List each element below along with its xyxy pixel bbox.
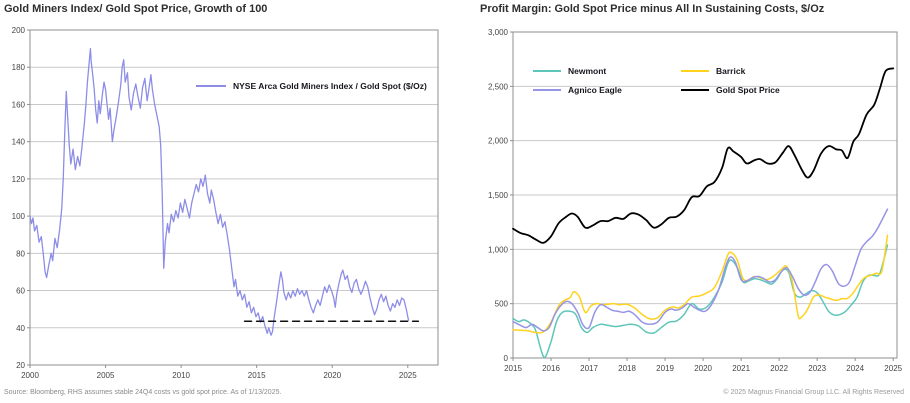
y-axis-labels: 0 500 1,000 1,500 2,000 2,500 3,000 — [488, 28, 509, 363]
legend-item-gdx-gold-ratio: NYSE Arca Gold Miners Index / Gold Spot … — [196, 81, 427, 91]
svg-text:1,500: 1,500 — [488, 191, 509, 200]
series-lines — [512, 67, 895, 359]
x-axis-labels: 2015 2016 2017 2018 2019 2020 2021 2022 2023 2024… — [504, 364, 903, 373]
chart-profit-margin: Profit Margin: Gold Spot Price minus All… — [455, 0, 910, 403]
svg-text:2,500: 2,500 — [488, 82, 509, 91]
legend-line-sample-newmont — [533, 70, 561, 72]
legend-gold-miners-ratio: NYSE Arca Gold Miners Index / Gold Spot … — [193, 80, 430, 92]
svg-text:2020: 2020 — [323, 371, 341, 380]
svg-text:1,000: 1,000 — [488, 245, 509, 254]
svg-text:2020: 2020 — [694, 364, 712, 373]
svg-text:200: 200 — [12, 26, 26, 35]
x-axis-labels: 2000 2005 2010 2015 2020 2025 — [21, 371, 417, 380]
svg-text:80: 80 — [16, 249, 25, 258]
svg-text:120: 120 — [12, 175, 26, 184]
source-note: Source: Bloomberg, RHS assumes stable 24… — [4, 389, 282, 396]
legend-label-barrick: Barrick — [716, 66, 746, 76]
svg-text:2021: 2021 — [732, 364, 750, 373]
legend-label-agnico-eagle: Agnico Eagle — [568, 85, 622, 95]
series-lines — [29, 47, 420, 336]
series-barrick — [512, 234, 889, 334]
legend-label-gold-spot: Gold Spot Price — [716, 85, 780, 95]
svg-text:2024: 2024 — [846, 364, 864, 373]
svg-text:3,000: 3,000 — [488, 28, 509, 37]
legend-item-newmont: Newmont — [533, 66, 675, 76]
plot-border — [29, 29, 439, 366]
gold-miners-ratio-plot: 2000 2005 2010 2015 2020 2025 20 40 60 80 100 120 14… — [12, 26, 439, 380]
svg-text:2019: 2019 — [656, 364, 674, 373]
chart-title-gold-miners-ratio: Gold Miners Index/ Gold Spot Price, Grow… — [4, 3, 268, 15]
svg-text:2023: 2023 — [808, 364, 826, 373]
gridlines — [30, 66, 438, 329]
svg-text:140: 140 — [12, 138, 26, 147]
legend-profit-margin: Newmont Barrick Agnico Eagle Gold Spot P… — [533, 66, 780, 95]
svg-text:40: 40 — [16, 324, 25, 333]
svg-text:2015: 2015 — [504, 364, 522, 373]
svg-text:2017: 2017 — [580, 364, 598, 373]
svg-text:180: 180 — [12, 63, 26, 72]
chart-title-profit-margin: Profit Margin: Gold Spot Price minus All… — [480, 3, 825, 15]
legend-line-sample-barrick — [681, 70, 709, 72]
series-nyse-arca-gold-miners-index-gold-spot-oz- — [29, 47, 410, 336]
svg-text:2000: 2000 — [21, 371, 39, 380]
svg-text:20: 20 — [16, 361, 25, 370]
y-axis-labels: 20 40 60 80 100 120 140 160 180 200 — [12, 26, 26, 370]
svg-text:160: 160 — [12, 100, 26, 109]
svg-text:2015: 2015 — [248, 371, 266, 380]
svg-text:100: 100 — [12, 212, 26, 221]
svg-text:2005: 2005 — [97, 371, 115, 380]
svg-text:500: 500 — [495, 300, 509, 309]
svg-text:2,000: 2,000 — [488, 137, 509, 146]
copyright-note: © 2025 Magnus Financial Group LLC. All R… — [723, 389, 904, 396]
svg-text:2016: 2016 — [542, 364, 560, 373]
axis-ticks — [510, 31, 894, 361]
series-gold-spot-price — [512, 67, 895, 244]
legend-item-barrick: Barrick — [681, 66, 780, 76]
svg-text:2022: 2022 — [770, 364, 788, 373]
svg-text:60: 60 — [16, 287, 25, 296]
svg-text:2025: 2025 — [399, 371, 417, 380]
legend-line-sample-agnico-eagle — [533, 89, 561, 91]
profit-margin-plot: 2015 2016 2017 2018 2019 2020 2021 2022 2023 2024… — [488, 28, 903, 373]
svg-text:2025: 2025 — [884, 364, 902, 373]
svg-text:0: 0 — [504, 354, 509, 363]
legend-item-gold-spot-price: Gold Spot Price — [681, 85, 780, 95]
legend-line-sample-gdx-gold — [196, 85, 226, 87]
series-newmont — [512, 244, 889, 359]
gridlines — [513, 85, 897, 305]
legend-line-sample-gold-spot — [681, 89, 709, 91]
legend-label-gdx-gold: NYSE Arca Gold Miners Index / Gold Spot … — [233, 81, 427, 91]
svg-text:2018: 2018 — [618, 364, 636, 373]
chart-gold-miners-ratio: Gold Miners Index/ Gold Spot Price, Grow… — [4, 3, 439, 380]
series-agnico-eagle — [512, 208, 889, 332]
legend-item-agnico-eagle: Agnico Eagle — [533, 85, 675, 95]
legend-label-newmont: Newmont — [568, 66, 607, 76]
svg-text:2010: 2010 — [172, 371, 190, 380]
